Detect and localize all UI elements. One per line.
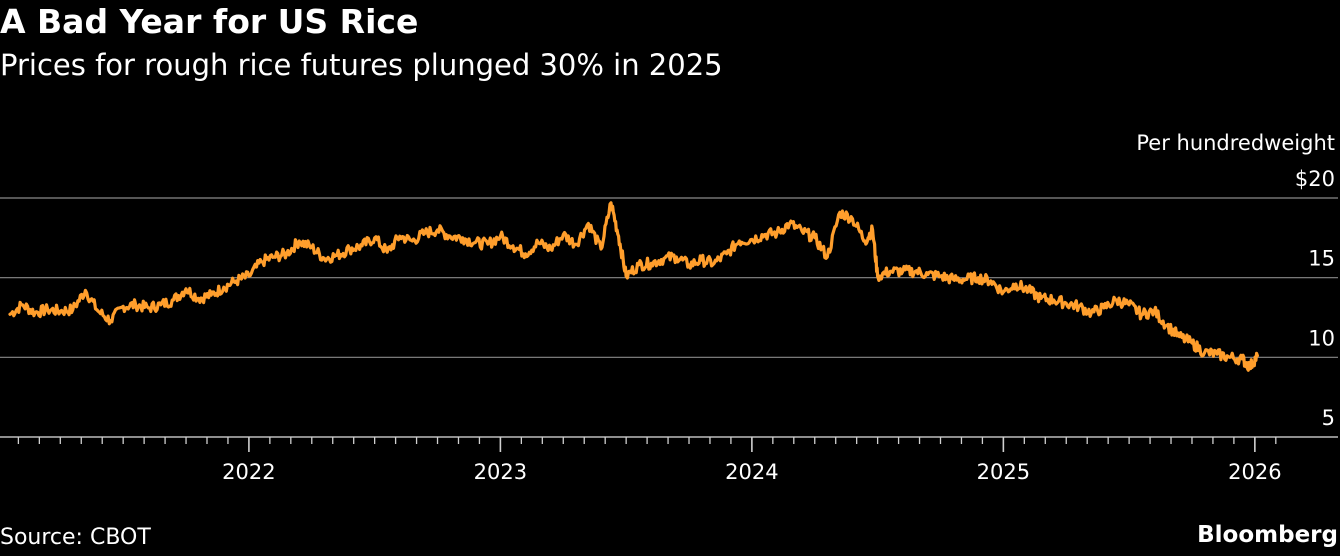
source-note: Source: CBOT (0, 525, 151, 550)
series-layer (8, 201, 1260, 372)
x-axis: 2022 2023 2024 2025 2026 (17, 437, 1282, 484)
chart-title: A Bad Year for US Rice (0, 2, 419, 41)
y-tick-label: 15 (1308, 247, 1335, 271)
y-tick-label: 10 (1308, 326, 1335, 350)
chart-subtitle: Prices for rough rice futures plunged 30… (0, 48, 723, 82)
bloomberg-logo: Bloomberg (1197, 522, 1338, 548)
y-tick-label: $20 (1295, 167, 1335, 191)
y-tick-label: 5 (1322, 406, 1335, 430)
price-series-line (8, 201, 1260, 372)
x-tick-label: 2024 (725, 460, 778, 484)
x-tick-label: 2022 (222, 460, 275, 484)
grid-layer (0, 197, 1338, 438)
y-axis-labels: Per hundredweight $20 15 10 5 (1136, 131, 1335, 430)
unit-label: Per hundredweight (1136, 131, 1335, 155)
x-tick-label: 2026 (1228, 460, 1281, 484)
x-tick-label: 2025 (977, 460, 1030, 484)
x-tick-label: 2023 (474, 460, 527, 484)
